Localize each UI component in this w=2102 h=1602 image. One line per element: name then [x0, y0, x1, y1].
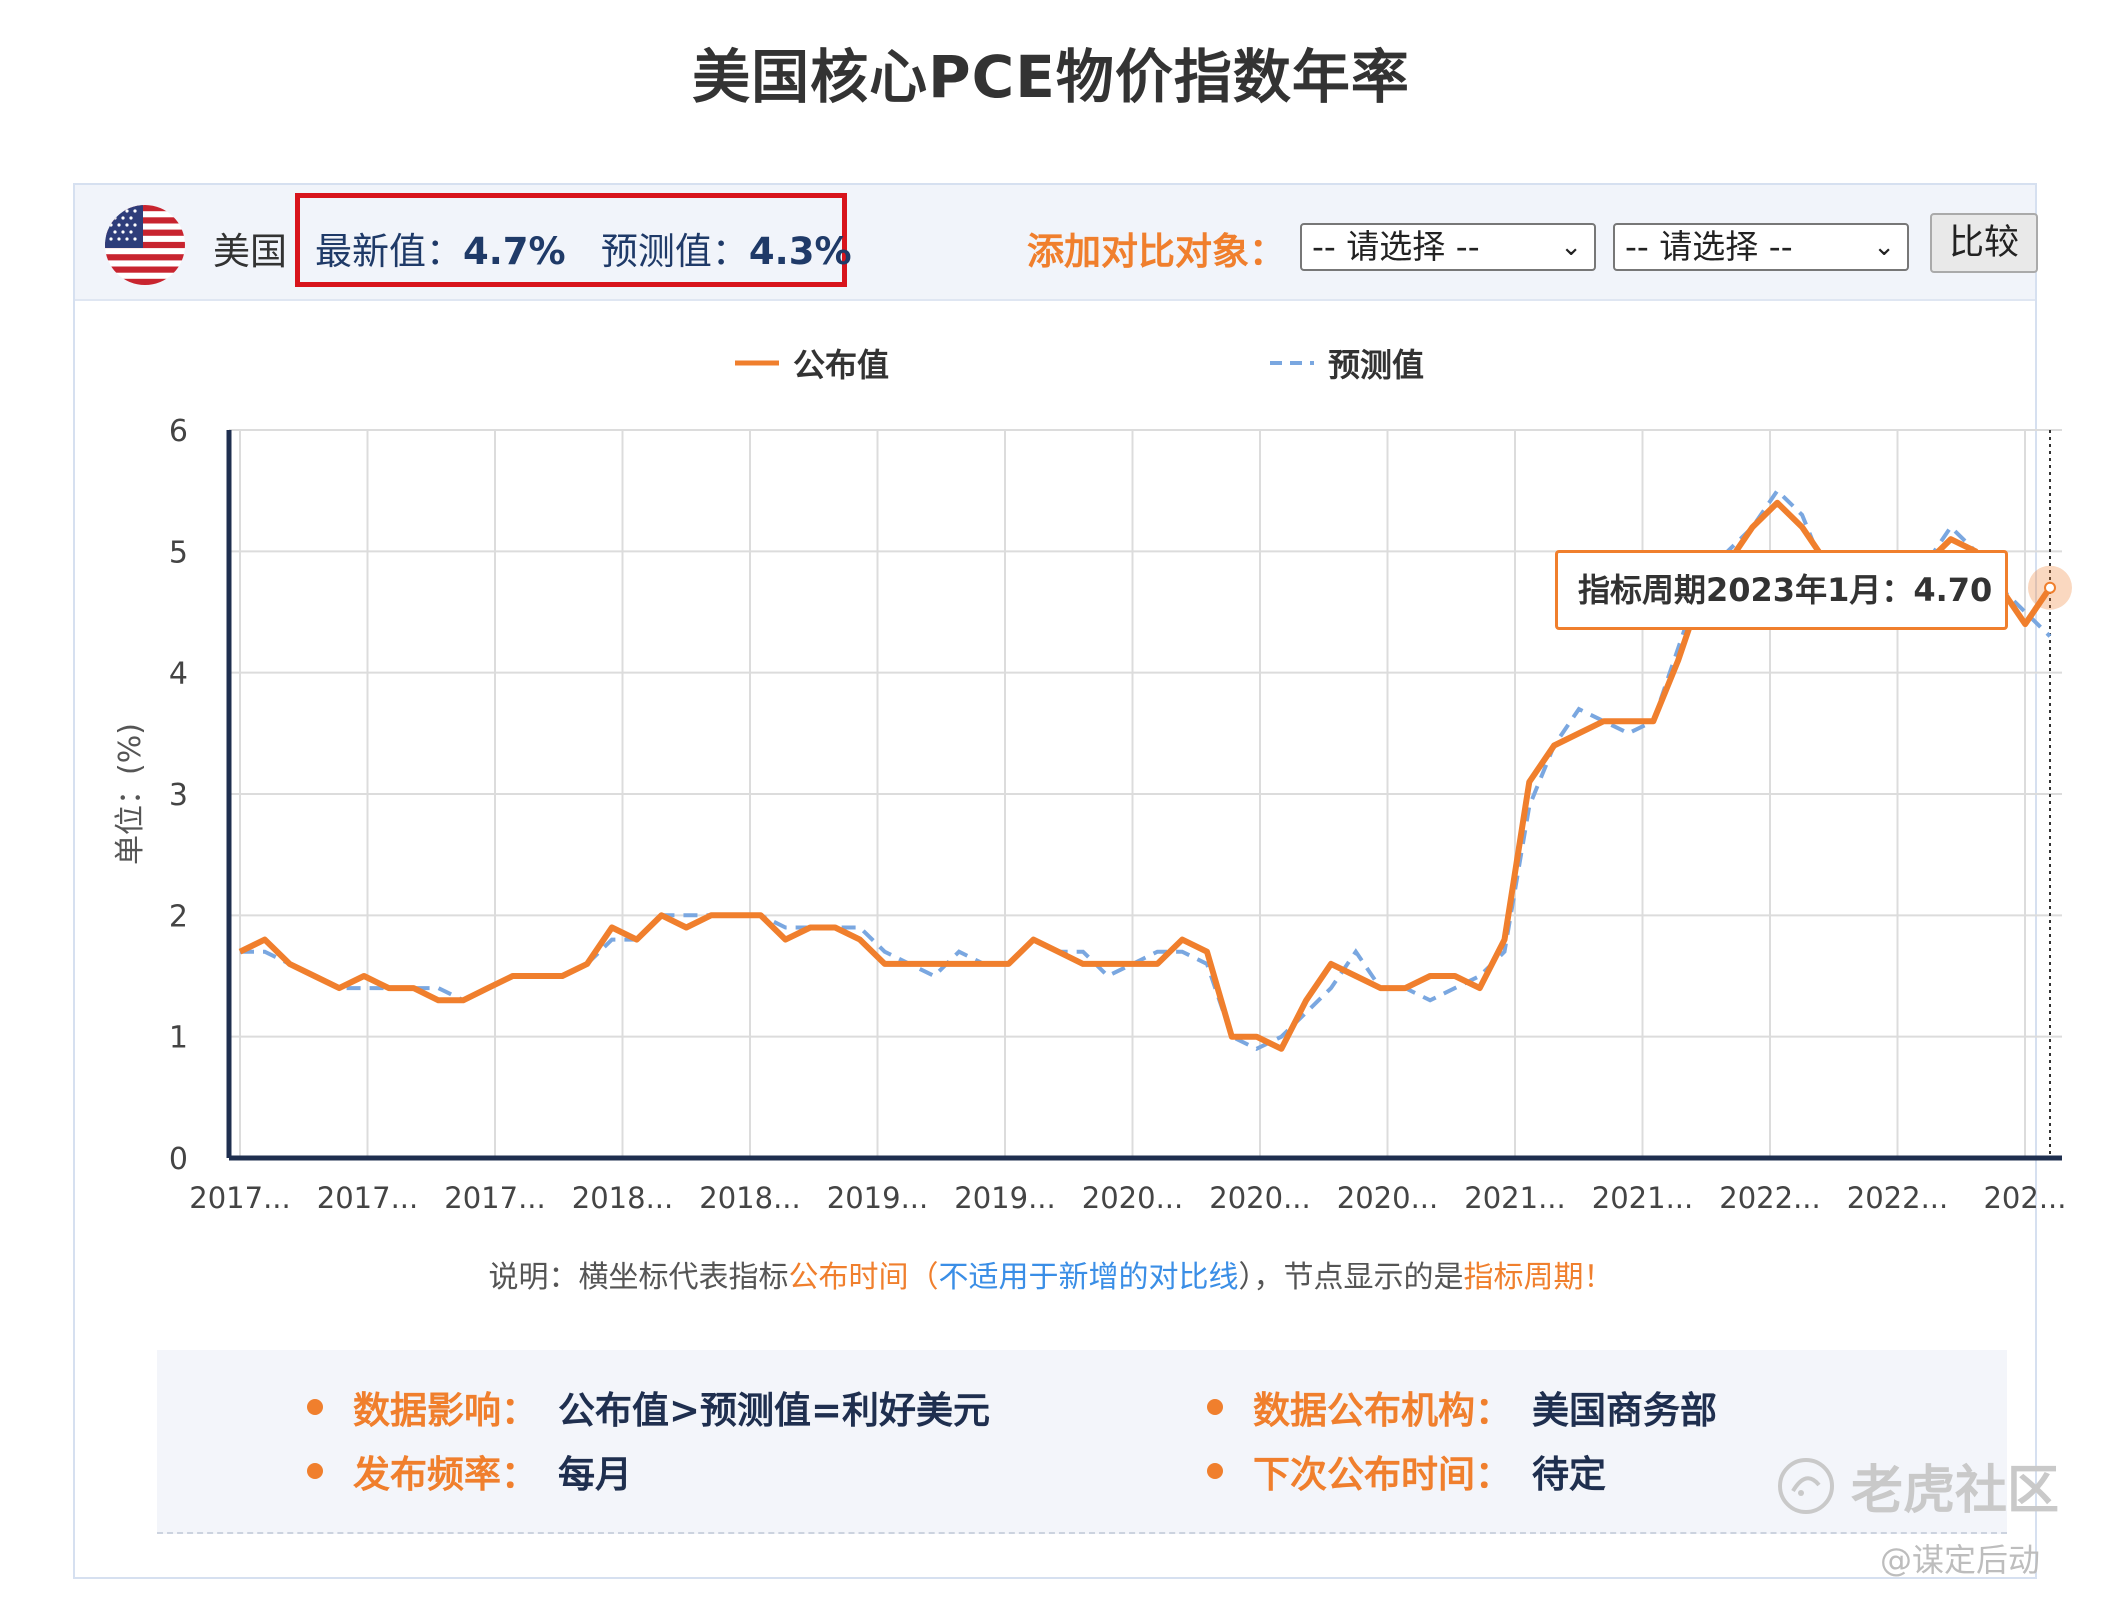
latest-highlight-box	[295, 193, 847, 287]
note-part-3: （	[908, 1260, 939, 1295]
compare-label: 添加对比对象：	[1027, 230, 1286, 273]
info-source-value: 美国商务部	[1532, 1389, 1717, 1432]
compare-select-1[interactable]: -- 请选择 -- ⌄	[1300, 223, 1596, 271]
y-tick-label: 3	[169, 778, 188, 813]
x-tick-label: 2017...	[189, 1181, 290, 1215]
indicator-panel: 美国 最新值：4.7% 预测值：4.3% 添加对比对象： -- 请选择 -- ⌄…	[73, 183, 2038, 1579]
note-part-5: ），节点显示的是	[1238, 1260, 1464, 1295]
tiger-logo-icon	[1778, 1457, 1834, 1514]
y-tick-label: 5	[169, 535, 188, 570]
y-tick-label: 0	[169, 1142, 188, 1177]
indicator-header-bar: 美国 最新值：4.7% 预测值：4.3% 添加对比对象： -- 请选择 -- ⌄…	[75, 185, 2038, 301]
info-box: 数据影响： 公布值>预测值=利好美元 数据公布机构： 美国商务部 发布频率： 每…	[157, 1350, 2007, 1534]
y-tick-label: 4	[169, 657, 188, 692]
y-tick-label: 6	[169, 414, 188, 449]
x-tick-label: 2020...	[1337, 1181, 1438, 1215]
us-flag-icon	[105, 205, 185, 285]
x-tick-label: 2022...	[1847, 1181, 1948, 1215]
note-part-4: 不适用于新增的对比线	[938, 1260, 1239, 1295]
series-actual-line	[238, 499, 2053, 1052]
x-tick-label: 2019...	[954, 1181, 1055, 1215]
x-tick-label: 2018...	[572, 1181, 673, 1215]
note-part-1: 说明：横坐标代表指标	[488, 1260, 789, 1295]
info-frequency: 发布频率： 每月	[307, 1444, 632, 1498]
forecast-label: 预测值：	[600, 230, 749, 273]
legend-forecast[interactable]: 预测值	[1270, 340, 1424, 386]
chevron-down-icon: ⌄	[1873, 232, 1895, 262]
watermark-text: 老虎社区	[1851, 1461, 2060, 1521]
info-next-value: 待定	[1532, 1453, 1606, 1496]
legend-actual-label: 公布值	[793, 346, 890, 384]
chevron-down-icon: ⌄	[1560, 232, 1582, 262]
x-tick-label: 2021...	[1592, 1181, 1693, 1215]
info-next-release: 下次公布时间： 待定	[1207, 1444, 1606, 1498]
info-source: 数据公布机构： 美国商务部	[1207, 1380, 1717, 1434]
x-tick-label: 2018...	[699, 1181, 800, 1215]
compare-select-2[interactable]: -- 请选择 -- ⌄	[1613, 223, 1909, 271]
info-source-label: 数据公布机构：	[1253, 1389, 1512, 1432]
info-next-label: 下次公布时间：	[1253, 1453, 1512, 1496]
chart: 0 1 2 3 4 5 6 2017... 2017... 2017... 2018... 2018.…	[113, 414, 2072, 1215]
country-name: 美国	[213, 230, 287, 273]
y-tick-label: 1	[169, 1021, 188, 1056]
latest-value: 4.7%	[463, 230, 566, 273]
bullet-icon	[307, 1399, 323, 1415]
latest-label: 最新值：	[315, 230, 463, 273]
info-impact: 数据影响： 公布值>预测值=利好美元	[307, 1380, 990, 1434]
compare-button[interactable]: 比较	[1930, 213, 2038, 273]
x-tick-label: 2021...	[1464, 1181, 1565, 1215]
watermark-sub: @谋定后动	[1880, 1541, 2041, 1579]
x-tick-label: 2017...	[444, 1181, 545, 1215]
chart-tooltip: 指标周期2023年1月：4.70	[1555, 550, 2008, 630]
info-frequency-value: 每月	[558, 1453, 632, 1496]
note-part-2: 公布时间	[788, 1260, 909, 1295]
bullet-icon	[1207, 1463, 1223, 1479]
legend-actual[interactable]: 公布值	[735, 340, 889, 386]
x-tick-label: 2017...	[317, 1181, 418, 1215]
highlight-point	[2044, 581, 2056, 594]
x-tick-label: 2019...	[827, 1181, 928, 1215]
chart-note: 说明：横坐标代表指标公布时间（不适用于新增的对比线），节点显示的是指标周期！	[0, 1252, 2102, 1296]
y-axis-label: 单位：(%)	[113, 723, 148, 865]
watermark: 老虎社区	[1775, 1448, 2059, 1523]
note-part-6: 指标周期	[1463, 1260, 1584, 1295]
page-title: 美国核心PCE物价指数年率	[692, 43, 1410, 111]
legend-forecast-label: 预测值	[1328, 346, 1425, 384]
bullet-icon	[307, 1463, 323, 1479]
bullet-icon	[1207, 1399, 1223, 1415]
info-impact-value: 公布值>预测值=利好美元	[558, 1389, 991, 1432]
info-frequency-label: 发布频率：	[353, 1453, 538, 1496]
y-tick-label: 2	[169, 899, 188, 934]
x-tick-label: 202...	[1983, 1181, 2066, 1215]
legend-actual-line-icon	[735, 360, 779, 366]
compare-select-1-value: -- 请选择 --	[1312, 227, 1480, 266]
x-tick-label: 2020...	[1082, 1181, 1183, 1215]
legend-forecast-line-icon	[1270, 361, 1314, 365]
info-impact-label: 数据影响：	[353, 1389, 538, 1432]
x-tick-label: 2020...	[1209, 1181, 1310, 1215]
latest-values: 最新值：4.7% 预测值：4.3%	[315, 221, 852, 275]
forecast-value: 4.3%	[748, 230, 852, 273]
note-part-7: ！	[1583, 1260, 1614, 1295]
compare-select-2-value: -- 请选择 --	[1625, 227, 1793, 266]
x-tick-label: 2022...	[1719, 1181, 1820, 1215]
